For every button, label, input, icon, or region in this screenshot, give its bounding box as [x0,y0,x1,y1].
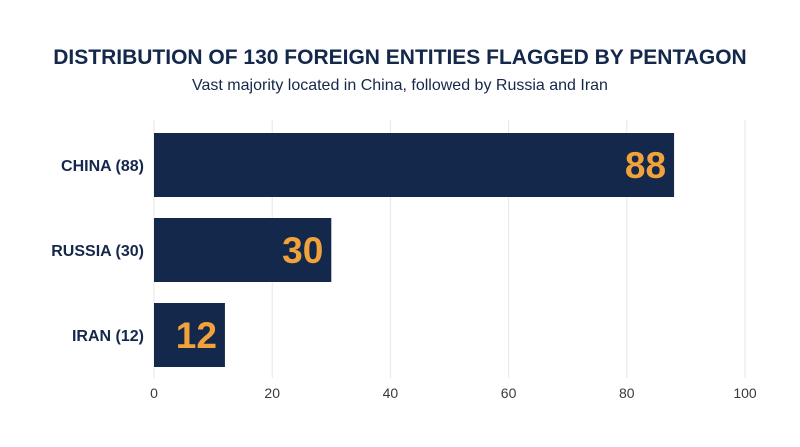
category-labels: CHINA (88) RUSSIA (30) IRAN (12) [51,158,144,345]
category-label: CHINA (88) [61,158,144,175]
x-tick-label: 0 [150,385,158,401]
bar [154,303,225,367]
bar [154,133,675,197]
x-tick-label: 60 [501,385,517,401]
data-label: 12 [176,315,217,356]
x-tick-label: 40 [383,385,399,401]
bar [154,218,332,282]
chart-title: DISTRIBUTION OF 130 FOREIGN ENTITIES FLA… [53,46,746,69]
x-tick-label: 20 [264,385,280,401]
bars: 88 30 12 [154,133,675,367]
chart-subtitle: Vast majority located in China, followed… [192,77,608,94]
x-axis-tick-labels: 0 20 40 60 80 100 [150,385,757,401]
x-tick-label: 100 [733,385,757,401]
data-label: 88 [625,145,666,186]
x-tick-label: 80 [619,385,635,401]
category-label: RUSSIA (30) [51,243,144,260]
category-label: IRAN (12) [72,328,144,345]
data-label: 30 [282,230,323,271]
